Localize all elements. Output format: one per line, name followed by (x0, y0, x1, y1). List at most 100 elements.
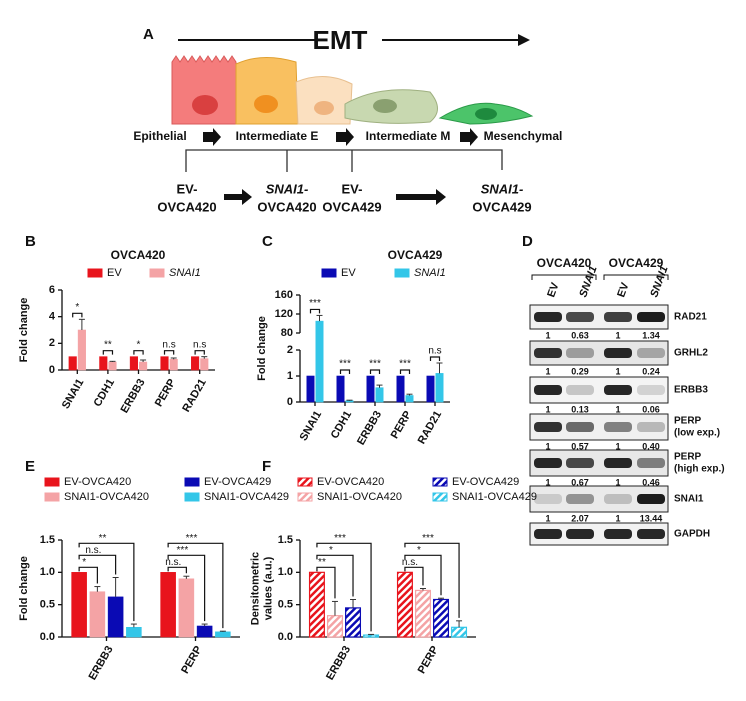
legend-swatch (432, 492, 448, 502)
blot-band (604, 529, 632, 539)
blot-strip (529, 522, 669, 546)
stage-arrow (203, 128, 221, 146)
quant-label: 1 (545, 513, 550, 523)
quant-label: 1 (545, 366, 550, 376)
blot-band (637, 385, 665, 395)
legend-swatch (432, 477, 448, 487)
bar (435, 373, 444, 403)
blot-band (534, 385, 562, 395)
cell-line-label: OVCA420 (537, 256, 592, 270)
partial-mesenchymal-cell (344, 89, 438, 124)
emt-title: EMT (313, 25, 368, 55)
row-label: RAD21 (674, 312, 707, 323)
row-label: GRHL2 (674, 348, 708, 359)
sample-label: OVCA420 (157, 199, 216, 214)
stage-label: Intermediate E (236, 129, 319, 143)
y-axis-label: Densitometric (249, 552, 261, 625)
y-tick-label: 1.5 (40, 534, 55, 546)
bar (306, 375, 315, 403)
blot-band (534, 348, 562, 358)
significance-bracket (399, 369, 411, 374)
y-tick-label: 0.0 (278, 631, 293, 643)
quant-label: 1 (615, 330, 620, 340)
row-label: SNAI1 (674, 494, 704, 505)
bar (426, 375, 435, 403)
blot-band (534, 422, 562, 432)
cell-line-label: OVCA429 (609, 256, 664, 270)
quant-label: 1 (545, 441, 550, 451)
bar (433, 598, 450, 638)
blot-band (637, 529, 665, 539)
significance-label: ** (99, 533, 107, 544)
bar (396, 375, 405, 403)
error-bar (350, 598, 357, 608)
error-bar (376, 384, 383, 388)
legend-swatch (44, 492, 60, 502)
legend-swatch (44, 477, 60, 487)
y-tick-label: 0 (287, 396, 293, 408)
bar (108, 361, 117, 371)
error-bar (219, 630, 226, 632)
quant-label: 1 (615, 477, 620, 487)
y-axis-label: Fold change (18, 556, 30, 621)
blot-band (604, 458, 632, 468)
blot-band (566, 348, 594, 358)
significance-label: ** (104, 339, 112, 350)
stage-label: Mesenchymal (484, 129, 563, 143)
significance-label: n.s. (165, 557, 181, 568)
quant-label: 1 (615, 366, 620, 376)
blot-band (604, 422, 632, 432)
bar (169, 359, 178, 371)
bar (315, 320, 324, 403)
blot-band (637, 458, 665, 468)
significance-label: *** (334, 533, 346, 544)
bar (71, 572, 87, 638)
blot-band (604, 348, 632, 358)
quant-label: 0.46 (642, 477, 660, 487)
sample-label: OVCA420 (257, 199, 316, 214)
chart-title: OVCA429 (388, 248, 443, 262)
error-bar (201, 356, 208, 359)
y-tick-label: 1.0 (40, 566, 55, 578)
error-bar (456, 620, 463, 628)
error-bar (109, 360, 116, 362)
error-bar (346, 399, 353, 401)
bar (345, 400, 354, 403)
significance-bracket (339, 369, 351, 374)
significance-label: * (417, 545, 421, 556)
y-tick-label: 160 (275, 289, 293, 301)
significance-label: n.s. (85, 545, 101, 556)
bar (99, 356, 108, 371)
error-bar (140, 359, 147, 362)
error-bar (130, 623, 137, 628)
significance-label: * (75, 302, 79, 313)
legend-label: EV-OVCA420 (64, 476, 131, 488)
legend-swatch (184, 492, 200, 502)
blot-band (637, 312, 665, 322)
blot-band (566, 422, 594, 432)
quant-label: 1 (545, 330, 550, 340)
error-bar (94, 586, 101, 592)
significance-label: *** (422, 533, 434, 544)
quant-label: 2.07 (571, 513, 589, 523)
blot-band (534, 529, 562, 539)
bar (89, 591, 106, 638)
significance-bracket (404, 554, 442, 596)
row-label: PERP (674, 452, 702, 463)
quant-label: 0.06 (642, 404, 660, 414)
row-label: ERBB3 (674, 385, 708, 396)
legend-label: SNAI1-OVCA429 (452, 491, 537, 503)
quant-label: 13.44 (640, 513, 663, 523)
bar (345, 607, 362, 638)
quant-label: 0.13 (571, 404, 589, 414)
y-tick-label: 1 (287, 370, 293, 382)
significance-label: *** (186, 533, 198, 544)
error-bar (331, 600, 338, 616)
chart-title: OVCA420 (111, 248, 166, 262)
panel-label: E (25, 458, 35, 475)
blot-band (566, 494, 594, 504)
significance-label: *** (399, 359, 411, 370)
bar (396, 571, 413, 638)
error-bar (368, 633, 375, 636)
bar (191, 356, 200, 371)
